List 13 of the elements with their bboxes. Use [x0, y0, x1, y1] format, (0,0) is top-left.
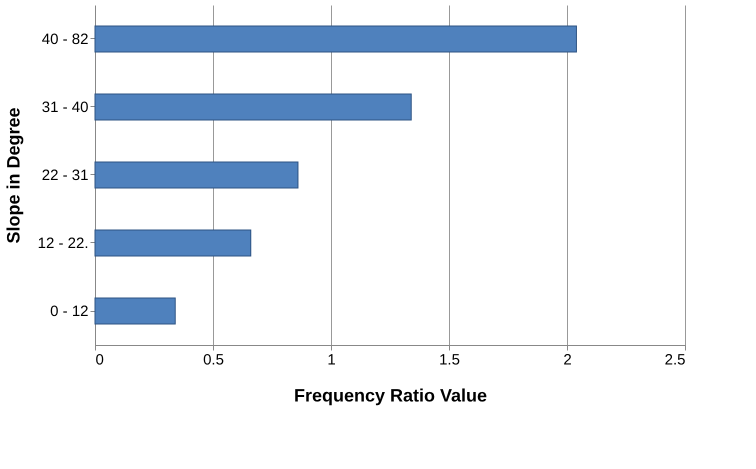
- y-axis-title: Slope in Degree: [4, 107, 24, 244]
- y-tick-label: 40 - 82: [42, 31, 88, 48]
- x-tick-label: 2: [563, 352, 572, 368]
- x-axis-title: Frequency Ratio Value: [294, 386, 488, 406]
- y-tick-label: 12 - 22.: [38, 235, 88, 252]
- x-tick-label: 1.5: [439, 352, 460, 368]
- y-tick-label: 22 - 31: [42, 167, 88, 184]
- x-tick-label: 0: [96, 352, 104, 368]
- x-tick-label: 2.5: [664, 352, 686, 368]
- x-tick-label: 1: [327, 352, 336, 368]
- y-tick-label: 0 - 12: [50, 303, 88, 320]
- y-tick-label: 31 - 40: [42, 99, 88, 116]
- x-tick-label: 0.5: [203, 352, 224, 368]
